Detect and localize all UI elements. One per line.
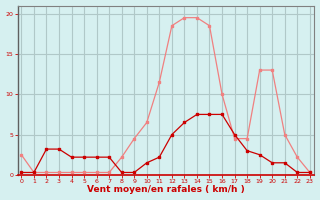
- X-axis label: Vent moyen/en rafales ( km/h ): Vent moyen/en rafales ( km/h ): [87, 185, 244, 194]
